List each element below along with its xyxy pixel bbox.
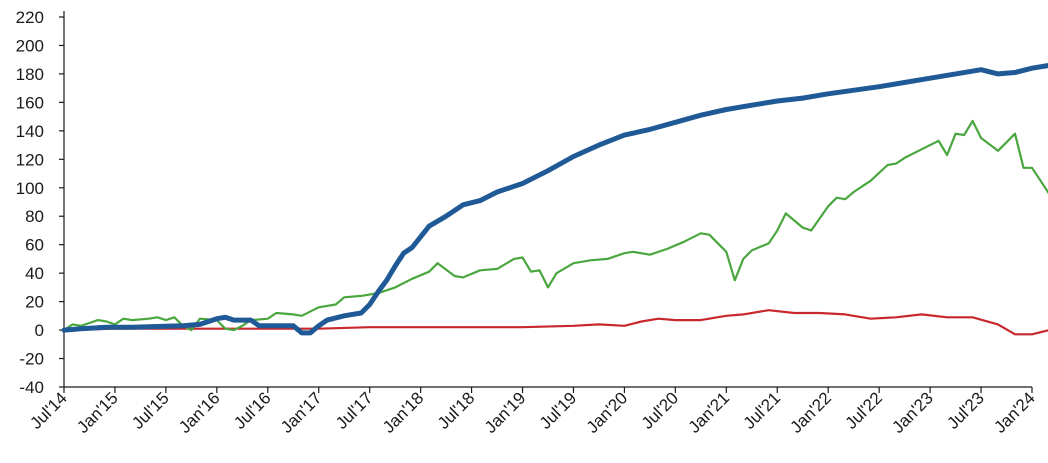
y-tick-label: 120 [16,150,44,169]
x-tick-label: Jan'20 [583,388,631,436]
x-tick-label: Jul'23 [943,388,987,432]
x-tick-label: Jan'15 [73,388,121,436]
y-tick-label: 20 [25,293,44,312]
x-axis: Jul'14 Jan'15 Jul'15 Jan'16 Jul'16 Jan'17 Jul'… [26,386,1039,437]
y-tick-label: -20 [19,350,44,369]
x-tick-label: Jul'20 [638,388,682,432]
x-tick-label: Jan'23 [888,388,936,436]
x-tick-label: Jan'17 [277,388,325,436]
x-tick-label: Jan'19 [481,388,529,436]
y-axis: -40 -20 0 20 40 60 80 100 120 140 160 180 200 220 [16,8,65,397]
y-tick-label: 100 [16,179,44,198]
y-tick-label: -40 [19,378,44,397]
x-tick-label: Jul'19 [536,388,580,432]
y-tick-label: 180 [16,65,44,84]
x-tick-label: Jan'16 [175,388,223,436]
series-line-3 [62,309,1048,336]
y-tick-label: 200 [16,36,44,55]
y-tick-label: 220 [16,8,44,27]
x-tick-label: Jul'22 [842,388,886,432]
x-tick-label: Jan'21 [685,388,733,436]
x-tick-label: Jul'21 [740,388,784,432]
x-tick-label: Jul'17 [332,388,376,432]
y-tick-label: 0 [35,321,44,340]
y-tick-label: 80 [25,207,44,226]
x-tick-label: Jan'24 [990,388,1038,436]
series-line-1 [61,63,1048,336]
series-lines [61,63,1048,336]
x-tick-label: Jul'18 [434,388,478,432]
y-tick-label: 160 [16,93,44,112]
x-tick-label: Jul'15 [128,388,172,432]
y-tick-label: 60 [25,236,44,255]
y-tick-label: 140 [16,122,44,141]
x-tick-label: Jan'18 [379,388,427,436]
series-line-2 [62,119,1048,332]
x-tick-label: Jul'16 [230,388,274,432]
y-tick-label: 40 [25,264,44,283]
x-tick-label: Jan'22 [787,388,835,436]
